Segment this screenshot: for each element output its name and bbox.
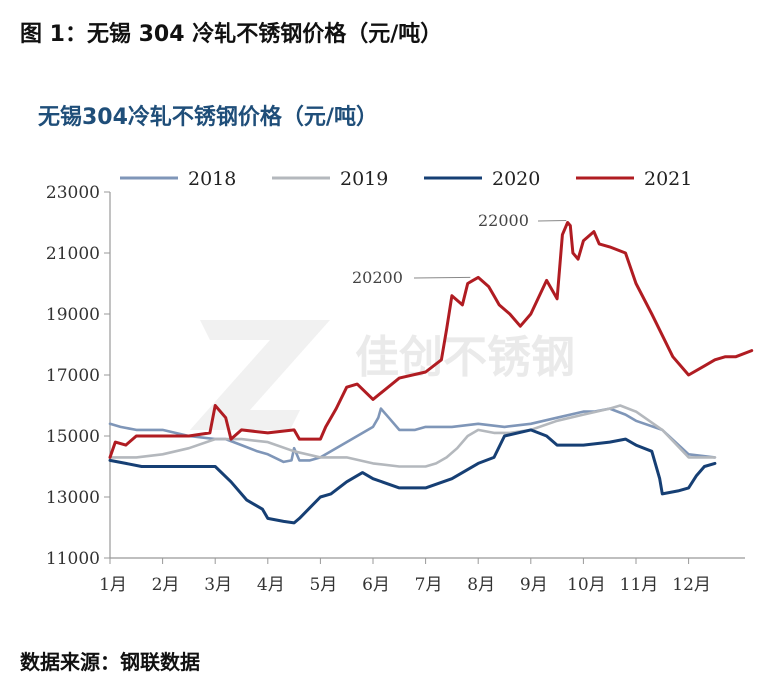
x-tick-label: 7月	[415, 575, 443, 595]
y-tick-label: 21000	[46, 244, 100, 264]
legend: 2018 2019 2020 2021	[120, 168, 692, 190]
chart-title: 无锡304冷轧不锈钢价格（元/吨）	[38, 104, 378, 130]
y-tick-label: 15000	[46, 427, 100, 447]
x-tick-label: 11月	[620, 575, 659, 595]
y-tick-label: 17000	[46, 366, 100, 386]
x-tick-label: 5月	[309, 575, 337, 595]
annotation-peak-2021-label: 22000	[478, 211, 529, 230]
annotation-peak-2021-leader	[537, 220, 567, 222]
watermark-logo-icon	[190, 320, 330, 430]
series-line-2021	[108, 221, 754, 459]
x-tick-label: 9月	[520, 575, 548, 595]
annotations: 22000 20200	[352, 211, 567, 287]
x-tick-label: 4月	[257, 575, 285, 595]
watermark-text: 佳创不锈钢	[355, 332, 575, 383]
x-tick-label: 2月	[152, 575, 180, 595]
x-tick-label: 8月	[467, 575, 495, 595]
y-tick-label: 23000	[46, 183, 100, 203]
price-chart: 无锡304冷轧不锈钢价格（元/吨） 佳创不锈钢 2018 2019 2020 2021…	[38, 104, 754, 595]
y-tick-label: 19000	[46, 305, 100, 325]
annotation-aug-2021-label: 20200	[352, 268, 403, 287]
legend-label-2019: 2019	[340, 168, 388, 190]
x-tick-label: 10月	[567, 575, 606, 595]
figure-title: 图 1：无锡 304 冷轧不锈钢价格（元/吨）	[20, 22, 443, 47]
legend-label-2020: 2020	[492, 168, 540, 190]
x-tick-label: 12月	[672, 575, 711, 595]
watermark: 佳创不锈钢	[190, 320, 575, 430]
x-tick-label: 3月	[204, 575, 232, 595]
data-source: 数据来源：钢联数据	[20, 650, 200, 674]
legend-label-2021: 2021	[644, 168, 692, 190]
x-tick-label: 1月	[99, 575, 127, 595]
annotation-aug-2021-leader	[413, 276, 471, 279]
y-tick-label: 11000	[46, 549, 100, 569]
series-line-2020	[108, 428, 717, 525]
x-tick-label: 6月	[362, 575, 390, 595]
y-tick-label: 13000	[46, 488, 100, 508]
legend-label-2018: 2018	[188, 168, 236, 190]
series-lines	[108, 221, 754, 525]
axes: 11000 13000 15000 17000 19000 21000 23000 1月 2月 3…	[46, 183, 745, 595]
